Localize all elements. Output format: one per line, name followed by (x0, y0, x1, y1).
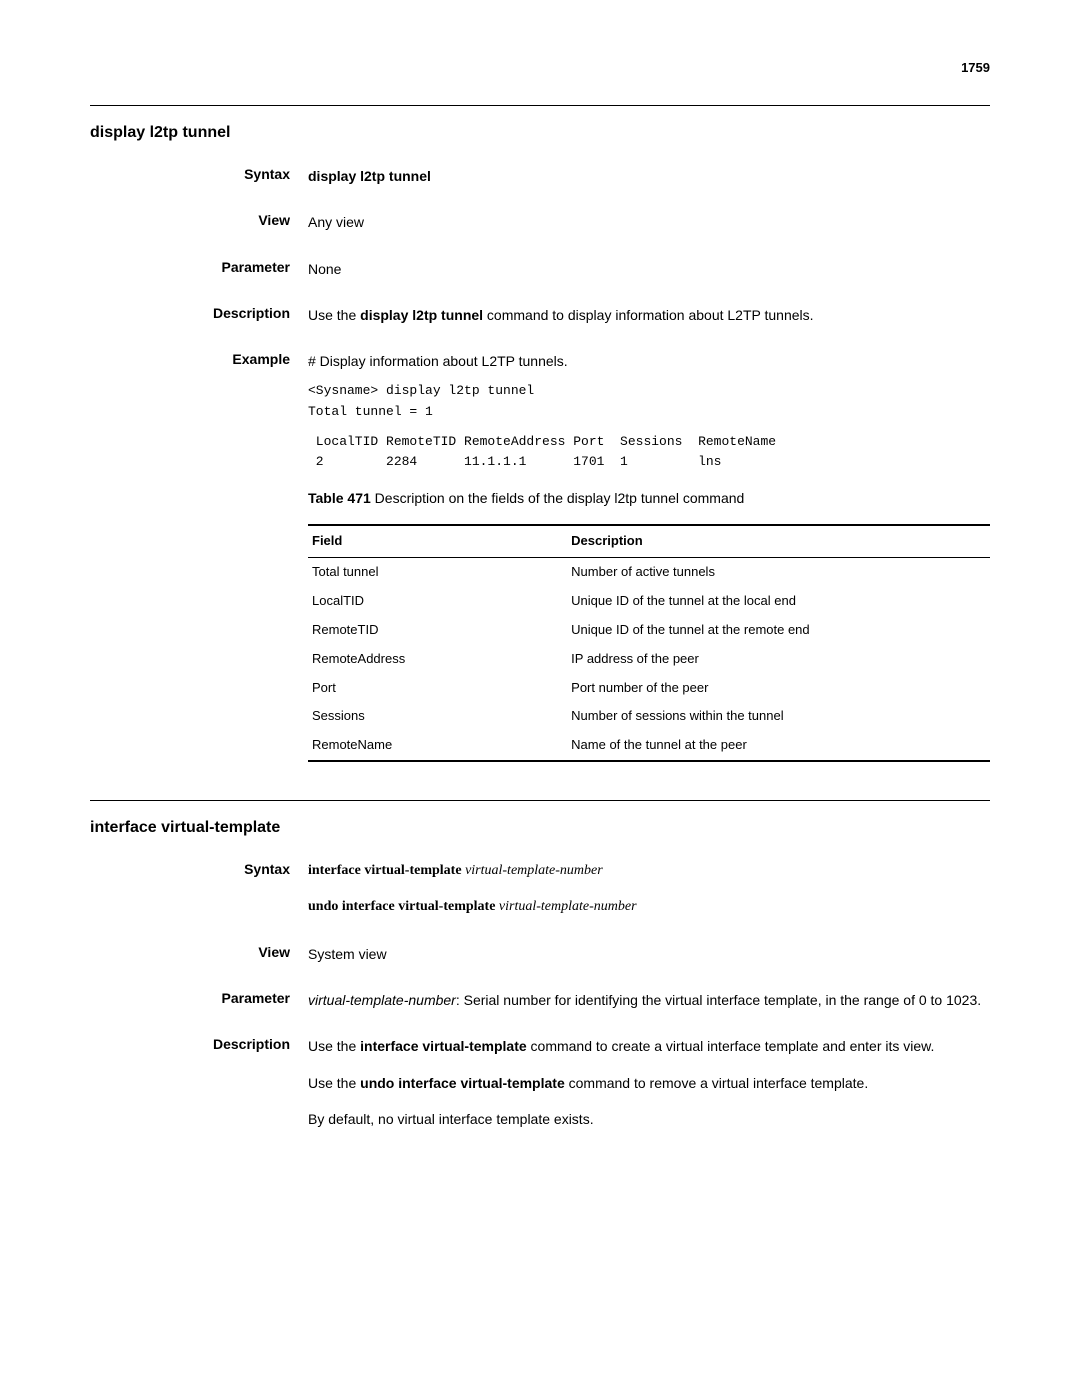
desc-prefix: Use the (308, 307, 360, 323)
label-view: View (90, 944, 290, 960)
section-title-display-l2tp-tunnel: display l2tp tunnel (90, 124, 990, 142)
col-description: Description (567, 525, 990, 557)
cell-desc: Number of active tunnels (567, 558, 990, 587)
col-field: Field (308, 525, 567, 557)
label-description: Description (90, 305, 290, 321)
table-row: Total tunnelNumber of active tunnels (308, 558, 990, 587)
label-example: Example (90, 351, 290, 367)
cell-field: RemoteAddress (308, 645, 567, 674)
desc1-prefix: Use the (308, 1038, 360, 1054)
description-value: Use the interface virtual-template comma… (308, 1036, 990, 1129)
parameter-arg: virtual-template-number (308, 992, 456, 1008)
label-syntax: Syntax (90, 861, 290, 877)
page-number: 1759 (90, 60, 990, 75)
example-code-1: <Sysname> display l2tp tunnel Total tunn… (308, 381, 990, 421)
cell-desc: Unique ID of the tunnel at the local end (567, 587, 990, 616)
parameter-rest: : Serial number for identifying the virt… (456, 992, 981, 1008)
cell-desc: IP address of the peer (567, 645, 990, 674)
example-code-2: LocalTID RemoteTID RemoteAddress Port Se… (308, 432, 990, 472)
label-view: View (90, 212, 290, 228)
cell-field: Total tunnel (308, 558, 567, 587)
syntax-value: display l2tp tunnel (308, 166, 990, 186)
syntax-value: interface virtual-template virtual-templ… (308, 861, 990, 918)
description-value: Use the display l2tp tunnel command to d… (308, 305, 990, 325)
parameter-value: None (308, 259, 990, 279)
syntax-arg-2: virtual-template-number (495, 899, 636, 914)
table-caption-prefix: Table 471 (308, 490, 371, 506)
view-value: Any view (308, 212, 990, 232)
desc1-cmd: interface virtual-template (360, 1038, 527, 1054)
desc3: By default, no virtual interface templat… (308, 1109, 990, 1129)
desc-suffix: command to display information about L2T… (483, 307, 813, 323)
definition-list-2: Syntax interface virtual-template virtua… (90, 861, 990, 1129)
desc2-suffix: command to remove a virtual interface te… (565, 1075, 868, 1091)
table-row: PortPort number of the peer (308, 674, 990, 703)
table-caption: Table 471 Description on the fields of t… (308, 488, 990, 508)
table-row: LocalTIDUnique ID of the tunnel at the l… (308, 587, 990, 616)
cell-desc: Number of sessions within the tunnel (567, 702, 990, 731)
syntax-cmd-1: interface virtual-template (308, 863, 462, 878)
syntax-arg-1: virtual-template-number (462, 863, 603, 878)
definition-list-1: Syntax display l2tp tunnel View Any view… (90, 166, 990, 762)
label-syntax: Syntax (90, 166, 290, 182)
section-title-interface-virtual-template: interface virtual-template (90, 819, 990, 837)
desc1-suffix: command to create a virtual interface te… (527, 1038, 935, 1054)
cell-field: Port (308, 674, 567, 703)
syntax-cmd-2: undo interface virtual-template (308, 899, 495, 914)
fields-table: Field Description Total tunnelNumber of … (308, 524, 990, 762)
rule-mid (90, 800, 990, 801)
table-caption-rest: Description on the fields of the display… (371, 490, 745, 506)
label-parameter: Parameter (90, 259, 290, 275)
label-description: Description (90, 1036, 290, 1052)
cell-desc: Port number of the peer (567, 674, 990, 703)
cell-field: Sessions (308, 702, 567, 731)
example-block: # Display information about L2TP tunnels… (308, 351, 990, 762)
label-parameter: Parameter (90, 990, 290, 1006)
cell-field: RemoteName (308, 731, 567, 761)
table-row: SessionsNumber of sessions within the tu… (308, 702, 990, 731)
cell-field: LocalTID (308, 587, 567, 616)
parameter-value: virtual-template-number: Serial number f… (308, 990, 990, 1010)
table-row: RemoteAddressIP address of the peer (308, 645, 990, 674)
table-row: RemoteTIDUnique ID of the tunnel at the … (308, 616, 990, 645)
example-intro: # Display information about L2TP tunnels… (308, 351, 990, 371)
desc2-prefix: Use the (308, 1075, 360, 1091)
rule-top (90, 105, 990, 106)
desc2-cmd: undo interface virtual-template (360, 1075, 565, 1091)
cell-field: RemoteTID (308, 616, 567, 645)
cell-desc: Name of the tunnel at the peer (567, 731, 990, 761)
cell-desc: Unique ID of the tunnel at the remote en… (567, 616, 990, 645)
desc-cmd: display l2tp tunnel (360, 307, 483, 323)
table-row: RemoteNameName of the tunnel at the peer (308, 731, 990, 761)
view-value: System view (308, 944, 990, 964)
